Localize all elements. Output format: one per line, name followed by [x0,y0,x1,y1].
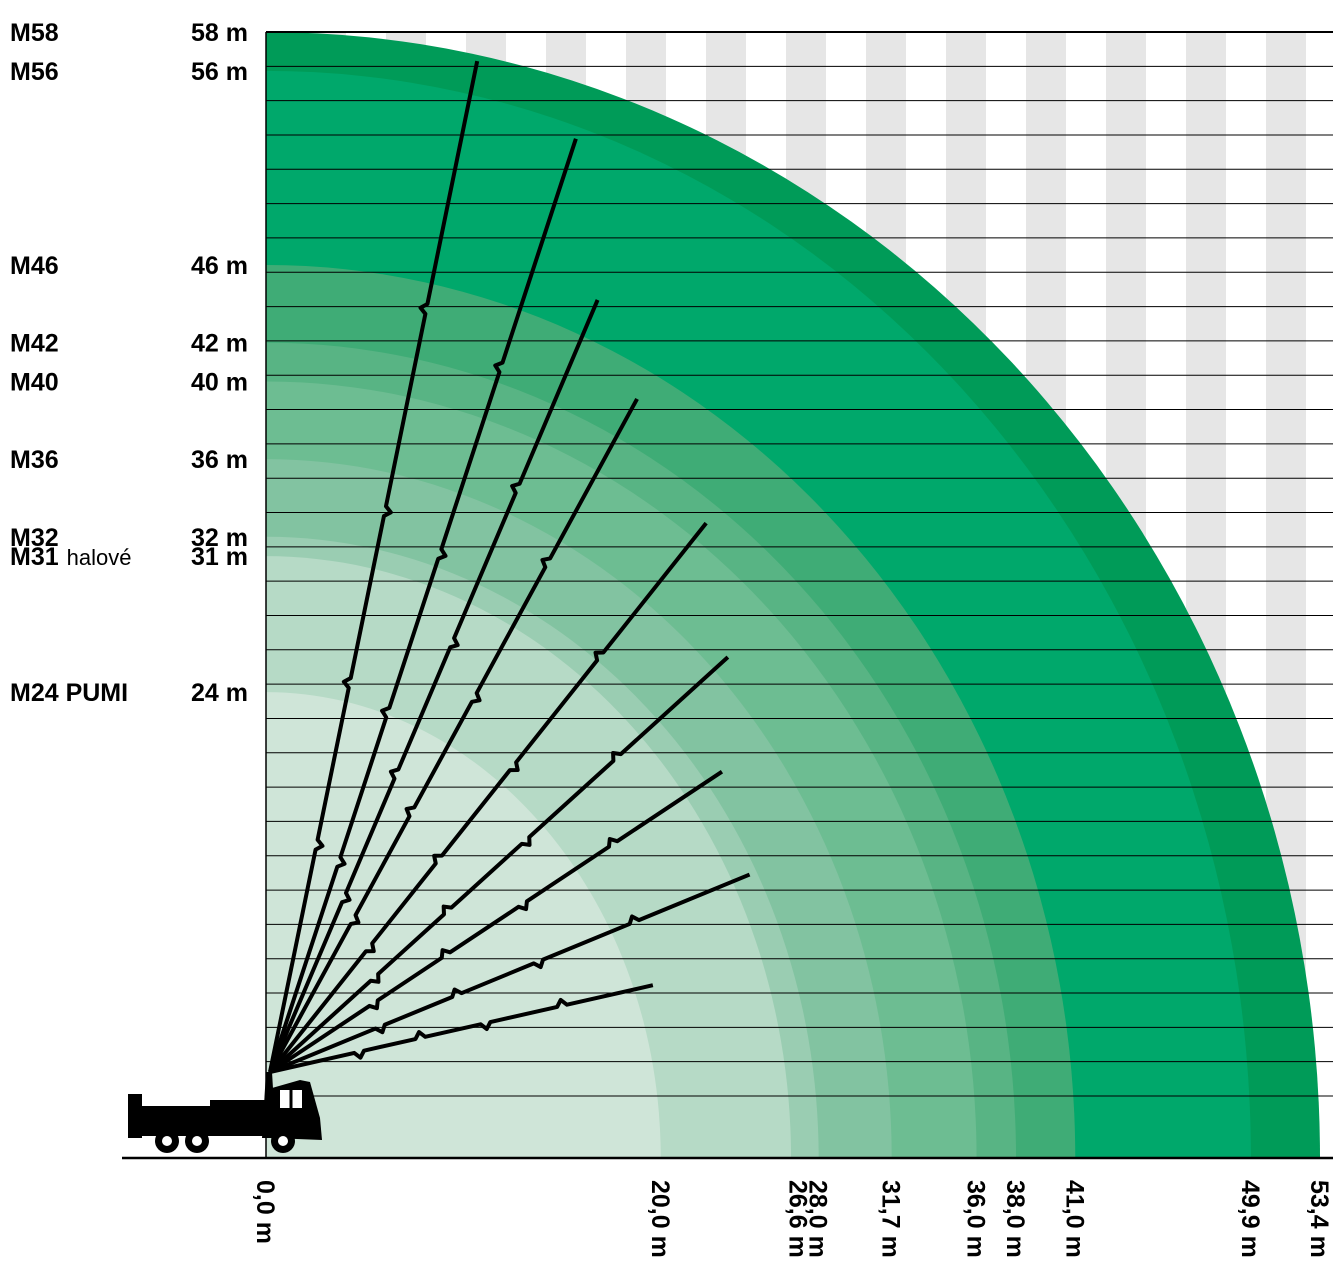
model-name: M46 [10,252,59,280]
height-label: 31 m [191,543,248,571]
horizontal-grid [266,31,1333,1097]
boom-line [269,983,654,1074]
boom-line [268,397,639,1073]
model-label: M32 [10,524,59,552]
model-name: M31 [10,543,59,571]
reach-zone [266,692,661,1158]
height-label: 46 m [191,252,248,280]
model-label: M36 [10,446,59,474]
model-label: M31 halové [10,543,131,571]
model-name: M42 [10,330,59,358]
boom-line [268,521,708,1074]
x-tick-label: 53,4 m [1305,1180,1333,1258]
boom-line [268,769,724,1074]
model-name: M56 [10,58,59,86]
boom-line [268,138,578,1073]
x-tick-label: 20,0 m [646,1180,674,1258]
height-label: 56 m [191,58,248,86]
model-suffix: halové [67,545,132,570]
model-name: M36 [10,446,59,474]
x-tick-label: 41,0 m [1060,1180,1088,1258]
height-label: 32 m [191,524,248,552]
height-label: 58 m [191,19,248,47]
model-label: M46 [10,252,59,280]
x-tick-label: 26,6 m [784,1180,812,1258]
boom-line [269,872,751,1074]
boom-line [268,60,480,1073]
x-tick-label: 0,0 m [251,1180,279,1244]
model-label: M40 [10,368,59,396]
boom-lines [268,60,751,1074]
reach-zones [266,32,1320,1159]
model-label: M24 PUMI [10,679,128,707]
model-name: M24 PUMI [10,679,128,707]
height-label: 36 m [191,446,248,474]
boom-line [268,299,600,1073]
model-label: M58 [10,19,59,47]
x-tick-label: 28,0 m [804,1180,832,1258]
model-name: M32 [10,524,59,552]
pump-truck-icon [128,1072,322,1153]
model-label: M42 [10,330,59,358]
height-label: 40 m [191,368,248,396]
x-tick-label: 31,7 m [877,1180,905,1258]
boom-line [268,655,730,1074]
x-tick-label: 36,0 m [962,1180,990,1258]
model-name: M40 [10,368,59,396]
x-tick-label: 49,9 m [1236,1180,1264,1258]
model-name: M58 [10,19,59,47]
height-label: 42 m [191,330,248,358]
height-label: 24 m [191,679,248,707]
model-labels: M58 58 m M56 56 m M46 46 m M42 42 m M40 40 m M36 36… [10,19,248,707]
x-tick-label: 38,0 m [1001,1180,1029,1258]
reach-tick-labels: 0,0 m 20,0 m 26,6 m28,0 m 31,7 m 36,0 m 38,0 … [251,1180,1333,1258]
model-label: M56 [10,58,59,86]
